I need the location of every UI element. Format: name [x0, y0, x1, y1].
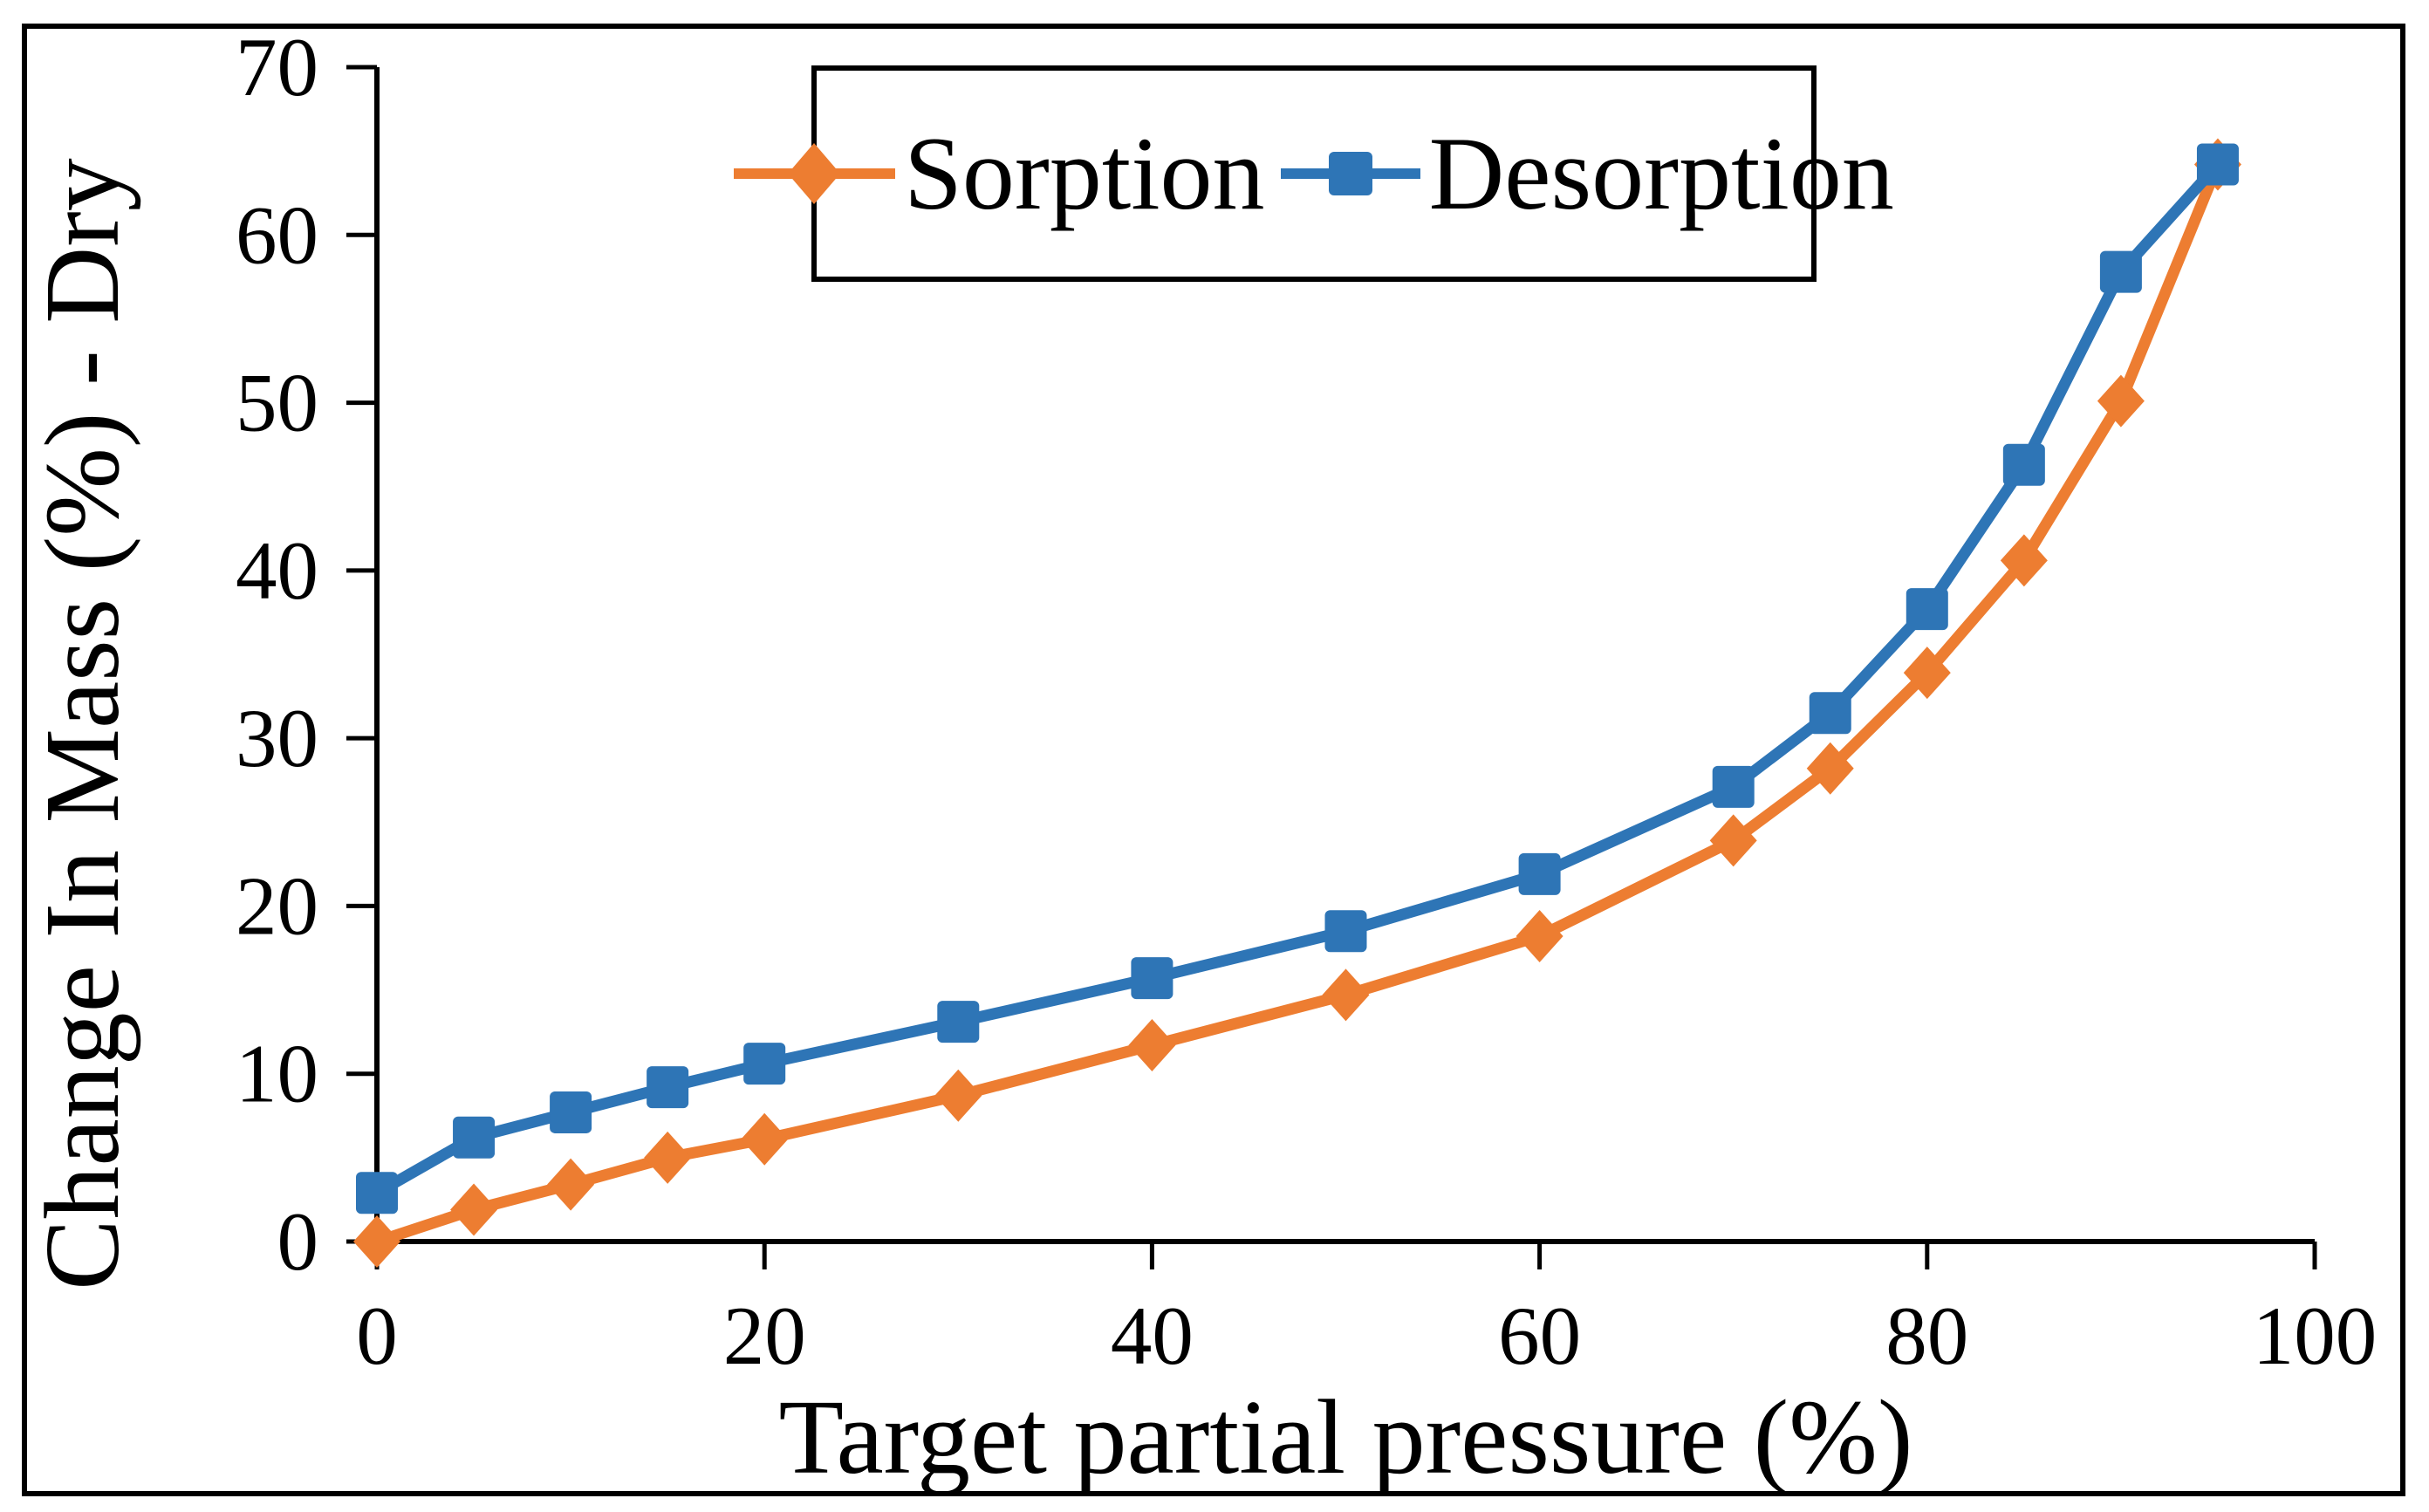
x-axis-tick-label: 20	[723, 1290, 806, 1382]
desorption-line-square-icon	[1280, 152, 1420, 195]
desorption-data-point-square	[1131, 957, 1173, 1000]
sorption-data-point-diamond	[644, 1131, 692, 1184]
desorption-data-point-square	[1518, 852, 1561, 895]
y-axis-tick-label: 10	[236, 1028, 318, 1120]
sorption-data-point-diamond	[1806, 742, 1854, 795]
y-axis-tick-label: 0	[277, 1195, 319, 1288]
x-axis-tick-label: 0	[356, 1290, 398, 1382]
desorption-data-point-square	[1906, 588, 1948, 631]
y-axis-tick-label: 30	[236, 692, 318, 784]
desorption-data-point-square	[356, 1172, 398, 1214]
y-axis-tick-label: 60	[236, 188, 318, 281]
legend-label-desorption: Desorption	[1428, 115, 1894, 231]
desorption-legend-square	[1328, 152, 1372, 195]
desorption-data-point-square	[647, 1066, 689, 1109]
desorption-data-point-square	[743, 1043, 786, 1085]
legend-item-desorption: Desorption	[1280, 115, 1894, 231]
x-axis-tick-label: 60	[1498, 1290, 1581, 1382]
sorption-legend-diamond	[788, 143, 841, 204]
y-axis-tick-label: 20	[236, 859, 318, 952]
sorption-data-point-diamond	[1516, 910, 1563, 963]
sorption-line-diamond-icon	[734, 143, 896, 204]
x-axis-title: Target partial pressure (%)	[778, 1379, 1912, 1496]
legend: Sorption Desorption	[734, 65, 1894, 282]
desorption-data-point-square	[1809, 692, 1851, 735]
legend-label-sorption: Sorption	[904, 115, 1265, 231]
desorption-data-point-square	[2002, 443, 2045, 486]
y-axis-tick-label: 70	[236, 21, 318, 113]
desorption-data-point-square	[937, 1001, 980, 1043]
sorption-data-point-diamond	[2000, 534, 2048, 587]
sorption-data-point-diamond	[1709, 814, 1757, 867]
desorption-data-point-square	[453, 1116, 496, 1159]
sorption-data-point-diamond	[741, 1112, 789, 1166]
x-axis-tick-label: 40	[1111, 1290, 1194, 1382]
x-axis-tick-label: 100	[2253, 1290, 2378, 1382]
sorption-data-point-diamond	[1128, 1019, 1176, 1072]
sorption-data-point-diamond	[353, 1215, 400, 1268]
y-axis-tick-label: 50	[236, 357, 318, 449]
desorption-data-point-square	[1324, 910, 1367, 953]
desorption-data-point-square	[2099, 250, 2142, 293]
legend-item-sorption: Sorption	[734, 115, 1265, 231]
sorption-data-point-diamond	[1322, 968, 1370, 1022]
x-axis-tick-label: 80	[1885, 1290, 1968, 1382]
y-axis-tick-label: 40	[236, 524, 318, 617]
figure-border	[22, 24, 2405, 1496]
sorption-data-point-diamond	[934, 1069, 982, 1122]
sorption-data-point-diamond	[450, 1183, 498, 1236]
sorption-data-point-diamond	[2097, 374, 2145, 428]
sorption-data-point-diamond	[547, 1158, 595, 1211]
desorption-data-point-square	[1712, 765, 1755, 808]
desorption-data-point-square	[2196, 143, 2239, 186]
y-axis-title: Change In Mass (%) - Dry	[24, 158, 141, 1290]
desorption-data-point-square	[550, 1091, 592, 1133]
sorption-data-point-diamond	[1903, 647, 1951, 700]
